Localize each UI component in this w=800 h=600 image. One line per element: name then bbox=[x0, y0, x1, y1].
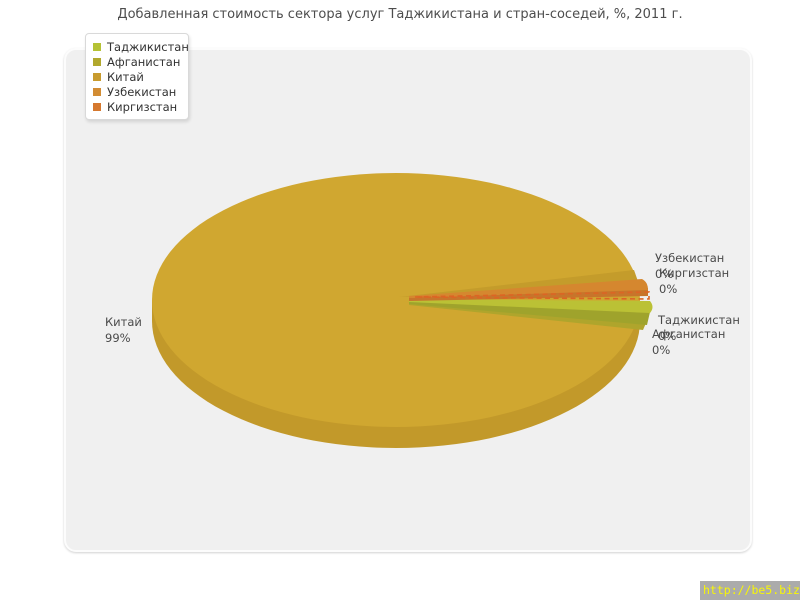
legend-item-label: Китай bbox=[107, 69, 144, 84]
legend-swatch-icon bbox=[93, 87, 101, 96]
legend-item-afghanistan[interactable]: Афганистан bbox=[93, 54, 180, 69]
pie-slice-china[interactable] bbox=[152, 173, 640, 448]
pie-slice-tajikistan[interactable] bbox=[409, 299, 653, 325]
slice-label-value: 0% bbox=[658, 329, 677, 343]
slice-label-value: 0% bbox=[652, 343, 671, 357]
slice-label-afghanistan: Афганистан 0% bbox=[652, 326, 725, 358]
legend-item-tajikistan[interactable]: Таджикистан bbox=[93, 39, 189, 54]
legend-swatch-icon bbox=[93, 42, 101, 51]
slice-label-name: Афганистан bbox=[652, 327, 726, 341]
legend-item-kyrgyzstan[interactable]: Киргизстан bbox=[93, 99, 180, 114]
slice-top-face bbox=[409, 279, 648, 298]
slice-label-kyrgyzstan: Киргизстан 0% bbox=[659, 265, 729, 297]
slice-label-name: Китай bbox=[105, 315, 142, 329]
legend-item-china[interactable]: Китай bbox=[93, 69, 180, 84]
slice-label-name: Таджикистан bbox=[658, 313, 740, 327]
pie-slice-kyrgyzstan[interactable] bbox=[414, 291, 650, 300]
slice-label-name: Киргизстан bbox=[659, 266, 730, 280]
legend-item-label: Киргизстан bbox=[107, 99, 178, 114]
slice-label-value: 0% bbox=[659, 282, 678, 296]
slice-label-name: Узбекистан bbox=[655, 251, 725, 265]
chart-legend: Таджикистан Афганистан Китай Узбекистан … bbox=[85, 33, 189, 120]
legend-item-label: Узбекистан bbox=[107, 84, 177, 99]
pie-top-face bbox=[152, 173, 640, 427]
chart-title: Добавленная стоимость сектора услуг Тадж… bbox=[117, 7, 683, 22]
legend-swatch-icon bbox=[93, 57, 101, 66]
legend-item-label: Таджикистан bbox=[107, 39, 189, 54]
slice-label-value: 99% bbox=[105, 331, 131, 345]
pie-cut-face bbox=[399, 270, 640, 297]
slice-side-face bbox=[409, 301, 650, 325]
watermark-link[interactable]: http://be5.biz/ bbox=[700, 581, 800, 600]
slice-top-face bbox=[409, 299, 653, 313]
legend-swatch-icon bbox=[93, 102, 101, 111]
slice-label-uzbekistan: Узбекистан 0% bbox=[655, 250, 724, 282]
legend-item-label: Афганистан bbox=[107, 54, 181, 69]
legend-swatch-icon bbox=[93, 72, 101, 81]
pie-slice-afghanistan[interactable] bbox=[409, 303, 646, 330]
legend-item-uzbekistan[interactable]: Узбекистан bbox=[93, 84, 180, 99]
slice-label-tajikistan: Таджикистан 0% bbox=[658, 312, 740, 344]
slice-label-china: Китай 99% bbox=[105, 314, 142, 346]
slice-label-value: 0% bbox=[655, 267, 674, 281]
